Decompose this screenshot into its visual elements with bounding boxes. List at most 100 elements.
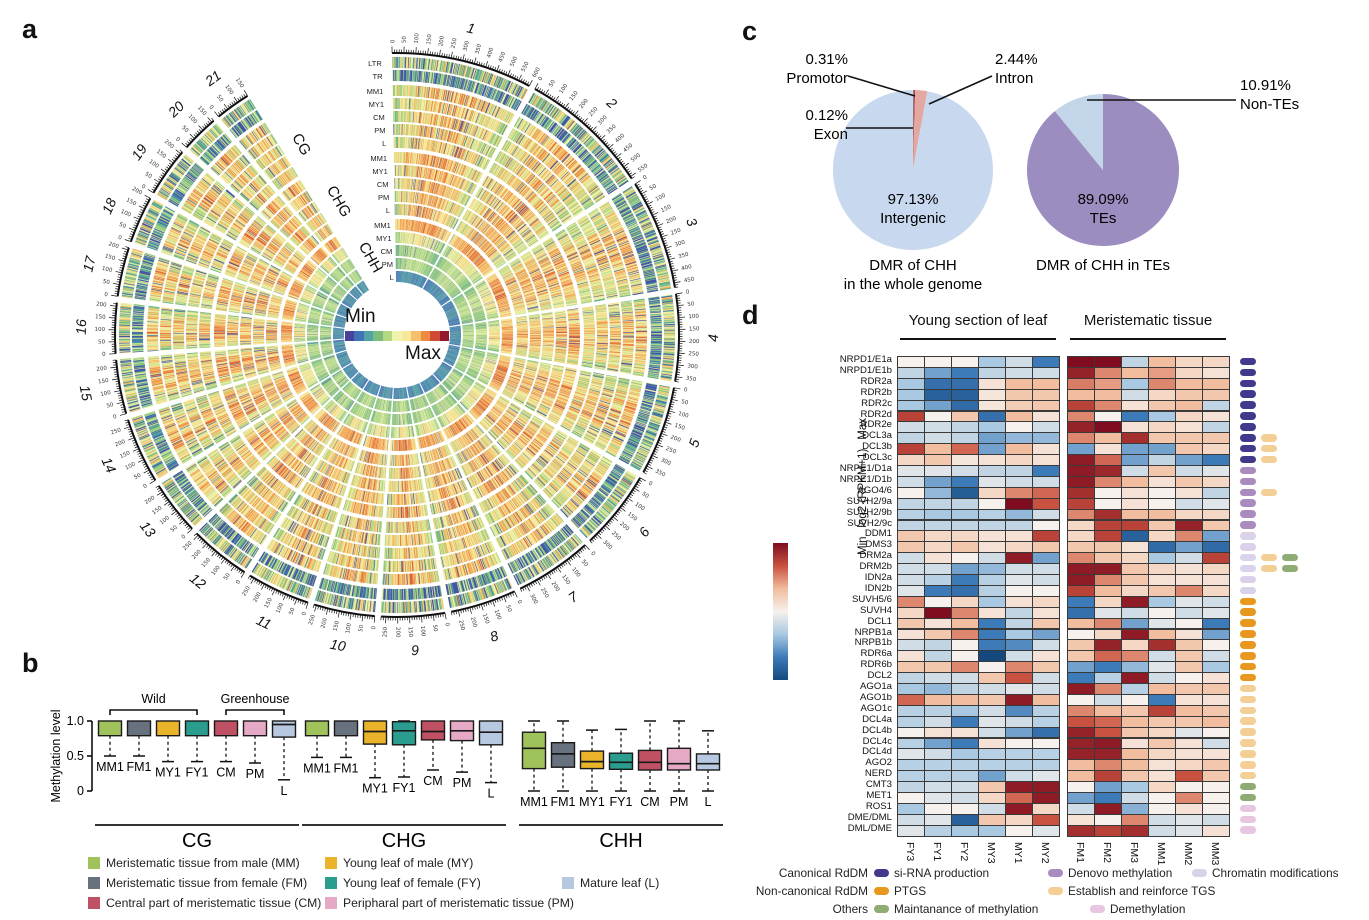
pie-caption: DMR of CHH xyxy=(869,257,957,274)
category-dot-tgs xyxy=(1240,750,1256,758)
track-label-CM-14: CM xyxy=(380,246,393,256)
heatmap-cell xyxy=(1148,824,1176,837)
gene-label: RDR2b xyxy=(860,386,892,398)
leader-line-Promotor xyxy=(847,75,916,97)
category-dot-chromatin xyxy=(1240,532,1256,540)
legend-label: Meristematic tissue from male (MM) xyxy=(106,856,300,870)
category-dot-si_rna xyxy=(1240,390,1256,398)
gene-label: AGO4/6 xyxy=(857,484,892,496)
category-pill-demethylation xyxy=(1090,905,1105,913)
pie-label-Exon: Exon xyxy=(814,126,848,143)
gene-label: NRPE1/D1b xyxy=(839,473,892,485)
heatmap-cell xyxy=(1202,824,1230,837)
pie-svg: 0.12% Exon 0.31% Promotor 2.44% Intron 97.13% I… xyxy=(786,51,1299,293)
legend-item: Mature leaf (L) xyxy=(562,876,659,890)
pie-label-Non-TEs: Non-TEs xyxy=(1240,96,1299,113)
category-dot-tgs xyxy=(1240,695,1256,704)
gene-label: DCL4b xyxy=(862,724,892,736)
legend-item: Meristematic tissue from female (FM) xyxy=(88,876,307,890)
category-dot-ptgs xyxy=(1240,641,1256,649)
heatmap-cell xyxy=(1175,824,1203,837)
category-dot-maintenance xyxy=(1282,553,1298,562)
category-dot-tgs xyxy=(1240,761,1256,769)
pie-panel: 0.12% Exon 0.31% Promotor 2.44% Intron 97.13% I… xyxy=(745,28,1365,308)
pie-value-Non-TEs: 10.91% xyxy=(1240,77,1291,94)
sample-label-L: L xyxy=(281,784,288,798)
boxplot-box-CHG-FY1 xyxy=(391,720,417,746)
bracket-Wild xyxy=(109,709,198,715)
category-legend-row: Others Maintanance of methylation Demethyl… xyxy=(740,902,1369,918)
category-pill-si_rna xyxy=(874,869,889,877)
pie-label-Promotor: Promotor xyxy=(786,70,848,87)
gene-label: DDM1 xyxy=(864,528,892,540)
gene-label: AGO1a xyxy=(860,681,892,692)
legend-label: Mature leaf (L) xyxy=(580,876,660,890)
track-label-CM-9: CM xyxy=(376,179,389,189)
legend-label: Meristematic tissue from female (FM) xyxy=(106,876,308,890)
track-label-MY1-8: MY1 xyxy=(372,166,388,176)
heatmap-cell xyxy=(1067,824,1095,837)
pie-value-Exon: 0.12% xyxy=(805,107,848,124)
category-dot-chromatin xyxy=(1240,575,1256,584)
boxplot-box-CHG-MM1 xyxy=(304,720,330,737)
pie-slice-TEs xyxy=(1027,94,1179,247)
sample-label-FM1: FM1 xyxy=(127,760,152,774)
category-label: si-RNA production xyxy=(894,866,990,880)
colorbar-swatch xyxy=(373,331,383,341)
colorbar-max-label: Max xyxy=(405,343,441,364)
column-label-FM1: FM1 xyxy=(1073,841,1086,863)
sample-label-CM: CM xyxy=(216,766,235,780)
expression-colorbar xyxy=(773,543,788,680)
gene-label: NRPE1/D1a xyxy=(839,463,892,474)
category-dot-si_rna xyxy=(1240,401,1256,409)
column-label-FY1: FY1 xyxy=(930,841,943,861)
colorbar-swatch xyxy=(420,331,431,341)
y-axis-label: Methylation level xyxy=(49,709,63,802)
category-dot-ptgs xyxy=(1240,597,1256,605)
boxplot-box-CHH-MY1 xyxy=(579,750,605,770)
legend-label: Young leaf of female (FY) xyxy=(343,876,481,890)
gene-label: SUVH4 xyxy=(860,604,892,616)
column-label-MY3: MY3 xyxy=(984,841,997,864)
legend-swatch xyxy=(88,857,100,869)
column-label-FY3: FY3 xyxy=(903,841,916,861)
track-label-MM1-7: MM1 xyxy=(370,153,388,163)
sample-label-FM1: FM1 xyxy=(334,761,359,775)
category-dot-denovo xyxy=(1240,499,1256,507)
expression-heatmap-panel: Young section of leaf Meristematic tissue… xyxy=(740,300,1369,920)
track-label-MM1-12: MM1 xyxy=(374,220,391,230)
gene-label: AGO1b xyxy=(860,691,892,703)
gene-label: RDR6a xyxy=(860,648,892,660)
legend-item: Young leaf of female (FY) xyxy=(325,876,481,890)
category-dot-ptgs xyxy=(1240,630,1256,638)
category-legend-group: Non-canonical RdDM xyxy=(755,884,868,898)
track-label-LTR-0: LTR xyxy=(368,58,382,68)
category-label: Establish and reinforce TGS xyxy=(1068,884,1216,898)
gene-label: SUVH2/9a xyxy=(846,495,892,507)
category-label: PTGS xyxy=(894,884,927,898)
pie-slice-Exon xyxy=(913,90,914,170)
boxplot-box-CHH-PM xyxy=(666,747,692,771)
category-legend-item-denovo: Denovo methylation xyxy=(1048,866,1172,880)
heatmap-cell xyxy=(951,824,979,837)
colorbar-swatch xyxy=(345,331,355,341)
gene-label: RDR2c xyxy=(861,397,892,409)
gene-label: DRM2b xyxy=(859,561,892,573)
category-legend-item-demethylation: Demethylation xyxy=(1090,902,1185,916)
gene-label: DCL1 xyxy=(867,615,892,627)
category-dot-denovo xyxy=(1240,466,1256,475)
heatmap-cell xyxy=(978,824,1006,837)
boxplot-box-CG-CM xyxy=(213,720,239,737)
column-group-title: Young section of leaf xyxy=(908,312,1048,329)
heatmap-cell xyxy=(1005,824,1033,837)
colorbar-swatch xyxy=(430,331,440,341)
category-dot-si_rna xyxy=(1240,379,1256,387)
pie-slice-Intergenic xyxy=(833,90,993,250)
boxplot-box-CG-MM1 xyxy=(97,720,123,737)
gene-label: IDN2b xyxy=(864,582,892,594)
category-dot-maintenance xyxy=(1282,564,1298,573)
pie-label-Intergenic: Intergenic xyxy=(880,210,946,227)
pie-caption: in the whole genome xyxy=(844,276,982,293)
category-dot-chromatin xyxy=(1240,553,1256,562)
colorbar-axis-label: log2 (RPKM+1) xyxy=(857,448,869,528)
